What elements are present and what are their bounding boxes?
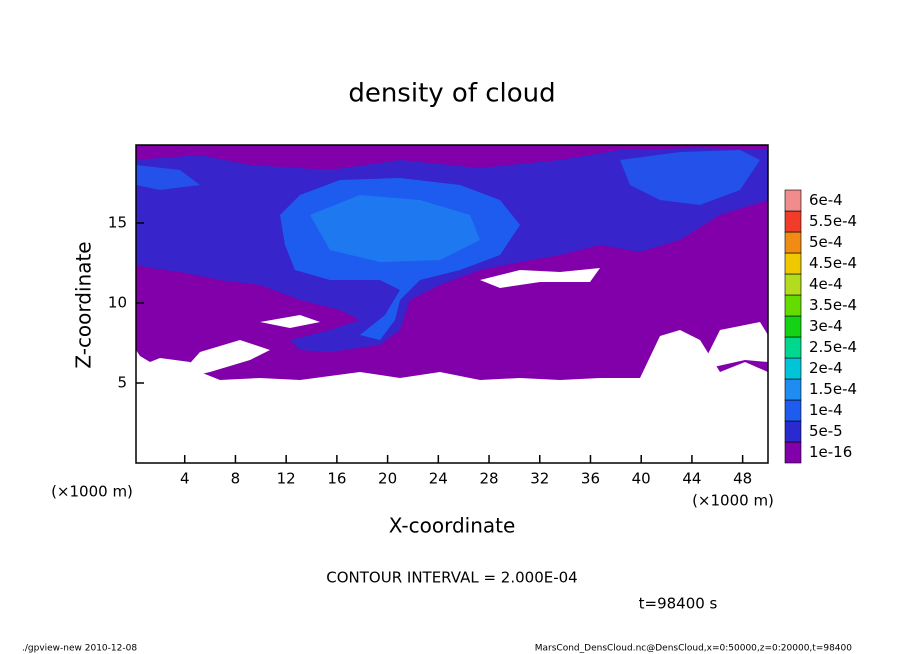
- plot-frame: [135, 144, 769, 464]
- colorbar-box: [784, 210, 802, 233]
- colorbar-box: [784, 441, 802, 464]
- colorbar-label: 3e-4: [809, 317, 843, 335]
- footer-right: MarsCond_DensCloud.nc@DensCloud,x=0:5000…: [535, 644, 852, 654]
- x-tick-label: 28: [479, 470, 498, 488]
- colorbar-box: [784, 189, 802, 212]
- axes: [136, 222, 744, 463]
- colorbar-label: 5.5e-4: [809, 212, 857, 230]
- colorbar-box: [784, 399, 802, 422]
- colorbar-box: [784, 357, 802, 380]
- colorbar-label: 2e-4: [809, 359, 843, 377]
- colorbar-label: 1e-4: [809, 401, 843, 419]
- colorbar-label: 6e-4: [809, 191, 843, 209]
- y-tick-label: 10: [108, 294, 127, 312]
- x-unit-label: (×1000 m): [692, 492, 774, 510]
- colorbar-box: [784, 420, 802, 443]
- colorbar-box: [784, 336, 802, 359]
- clear-region: [175, 268, 768, 380]
- x-tick-label: 12: [277, 470, 296, 488]
- colorbar-label: 5e-5: [809, 422, 843, 440]
- y-unit-label: (×1000 m): [51, 483, 133, 501]
- cloud-patch: [136, 150, 760, 205]
- colorbar-label: 2.5e-4: [809, 338, 857, 356]
- x-axis-label: X-coordinate: [389, 514, 516, 538]
- colorbar-box: [784, 294, 802, 317]
- colorbar-label: 5e-4: [809, 233, 843, 251]
- y-tick-label: 5: [117, 374, 127, 392]
- x-tick-label: 44: [682, 470, 701, 488]
- colorbar-box: [784, 273, 802, 296]
- x-tick-label: 16: [327, 470, 346, 488]
- annotation: CONTOUR INTERVAL = 2.000E-04: [326, 569, 577, 587]
- annotation: t=98400 s: [639, 595, 718, 613]
- x-tick-label: 36: [581, 470, 600, 488]
- x-tick-label: 48: [733, 470, 752, 488]
- colorbar-box: [784, 378, 802, 401]
- colorbar-label: 4.5e-4: [809, 254, 857, 272]
- colorbar-label: 4e-4: [809, 275, 843, 293]
- y-tick-label: 15: [108, 214, 127, 232]
- colorbar-label: 1e-16: [809, 443, 852, 461]
- chart-title: density of cloud: [348, 79, 555, 109]
- x-tick-label: 32: [530, 470, 549, 488]
- colorbar-label: 1.5e-4: [809, 380, 857, 398]
- cloud-dense: [310, 195, 480, 262]
- x-tick-label: 4: [180, 470, 190, 488]
- field: [136, 145, 768, 380]
- x-tick-label: 8: [231, 470, 241, 488]
- colorbar-box: [784, 315, 802, 338]
- footer-left: ./gpview-new 2010-12-08: [22, 644, 137, 654]
- x-tick-label: 20: [378, 470, 397, 488]
- colorbar-box: [784, 231, 802, 254]
- colorbar-box: [784, 252, 802, 275]
- x-tick-label: 40: [632, 470, 651, 488]
- x-tick-label: 24: [429, 470, 448, 488]
- y-axis-label: Z-coordinate: [72, 241, 96, 368]
- colorbar-label: 3.5e-4: [809, 296, 857, 314]
